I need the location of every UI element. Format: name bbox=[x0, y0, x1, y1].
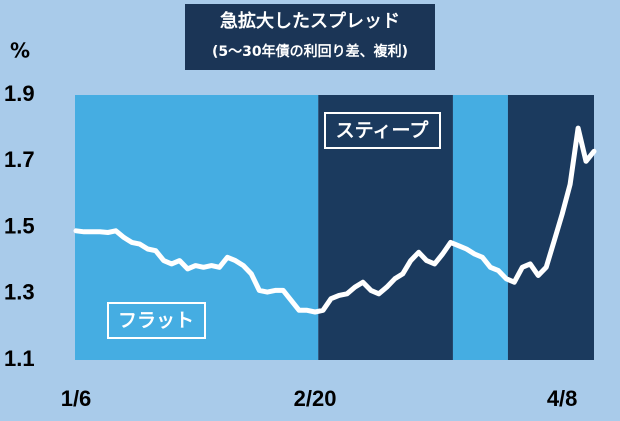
period-band bbox=[318, 95, 453, 360]
y-unit: % bbox=[10, 39, 30, 63]
period-band bbox=[452, 95, 508, 360]
chart-subtitle: (5～30年債の利回り差、複利) bbox=[212, 43, 408, 60]
period-band bbox=[75, 95, 319, 360]
y-tick-label: 1.1 bbox=[4, 346, 35, 371]
x-tick-label: 4/8 bbox=[547, 386, 578, 411]
y-tick-label: 1.5 bbox=[4, 213, 35, 238]
data-line bbox=[73, 125, 597, 315]
bands bbox=[75, 95, 594, 360]
x-tick-label: 2/20 bbox=[294, 386, 337, 411]
annotation: スティープ bbox=[336, 119, 430, 142]
annotation: フラット bbox=[118, 310, 194, 332]
y-tick-label: 1.9 bbox=[4, 81, 35, 106]
x-tick-label: 1/6 bbox=[61, 386, 92, 411]
y-tick-label: 1.7 bbox=[4, 147, 35, 172]
annotation-box bbox=[324, 112, 441, 149]
y-tick-label: 1.3 bbox=[4, 280, 35, 305]
chart-title: 急拡大したスプレッド bbox=[220, 10, 400, 32]
annotation-box bbox=[107, 302, 206, 339]
title-box bbox=[185, 4, 435, 70]
